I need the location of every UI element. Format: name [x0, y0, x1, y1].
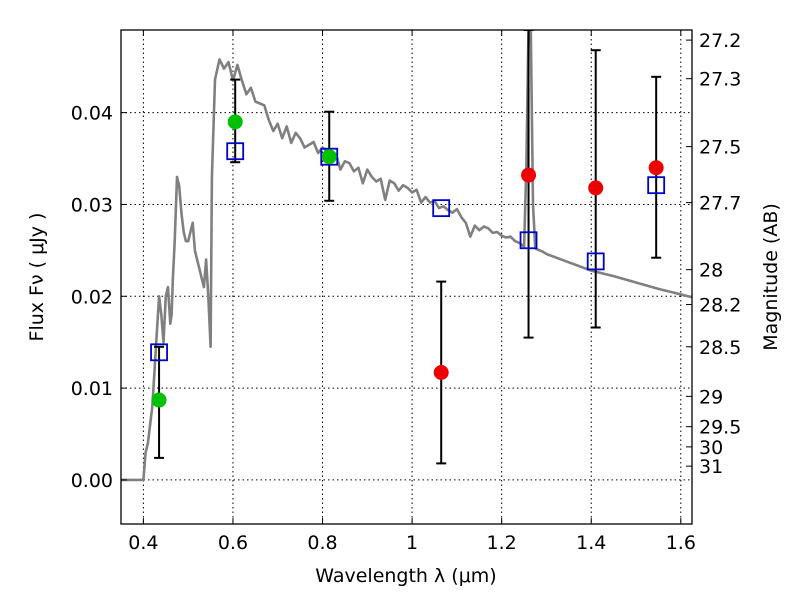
observed-flux-point — [648, 160, 664, 176]
y-tick-label: 0.03 — [71, 194, 113, 216]
plot-frame — [120, 29, 693, 525]
right-tick-label: 27.3 — [699, 69, 741, 91]
right-tick-label: 28 — [699, 260, 723, 282]
clipped-data — [121, 30, 692, 482]
right-tick-label: 29.5 — [699, 417, 741, 439]
right-tick-label: 31 — [699, 456, 723, 478]
model-photometry-square — [519, 231, 538, 250]
observed-flux-point — [433, 364, 449, 380]
observed-flux-point — [321, 149, 337, 165]
right-tick-label: 27.7 — [699, 193, 741, 215]
x-tick-label: 0.4 — [128, 532, 158, 554]
model-photometry-square — [432, 199, 451, 218]
x-tick-label: 1 — [406, 532, 418, 554]
x-tick-label: 0.8 — [307, 532, 337, 554]
y-axis-label: Flux Fν ( μJy ) — [26, 213, 48, 342]
model-photometry-square — [320, 147, 339, 166]
model-photometry-square — [586, 252, 605, 271]
right-tick-label: 27.2 — [699, 30, 741, 52]
observed-flux-point — [227, 114, 243, 130]
axis-ticks: 0.4 0.6 0.8 1 1.2 1.4 1.6 0.00 0.01 0.02 0.03 0.04 2… — [71, 30, 741, 554]
y-tick-label: 0.00 — [71, 470, 113, 492]
observed-flux-point — [151, 392, 167, 408]
y-tick-label: 0.02 — [71, 286, 113, 308]
grid-lines — [121, 30, 692, 524]
right-y-axis-label: Magnitude (AB) — [760, 203, 782, 351]
model-spectrum-line — [121, 30, 692, 482]
y-tick-label: 0.04 — [71, 103, 113, 125]
observed-flux-point — [588, 180, 604, 196]
model-photometry-square — [150, 343, 168, 362]
right-tick-label: 28.2 — [699, 295, 741, 317]
right-tick-label: 29 — [699, 386, 723, 408]
x-axis-label: Wavelength λ (μm) — [315, 565, 496, 587]
data-layer — [121, 30, 692, 482]
model-photometry-square — [226, 142, 245, 161]
right-tick-label: 30 — [699, 437, 723, 459]
x-tick-label: 1.6 — [666, 532, 696, 554]
x-tick-label: 1.2 — [487, 532, 517, 554]
y-tick-label: 0.01 — [71, 378, 113, 400]
x-tick-label: 1.4 — [576, 532, 606, 554]
right-tick-label: 27.5 — [699, 137, 741, 159]
x-tick-label: 0.6 — [218, 532, 248, 554]
right-tick-label: 28.5 — [699, 337, 741, 359]
model-photometry-square — [647, 176, 666, 195]
observed-flux-point — [521, 167, 537, 183]
